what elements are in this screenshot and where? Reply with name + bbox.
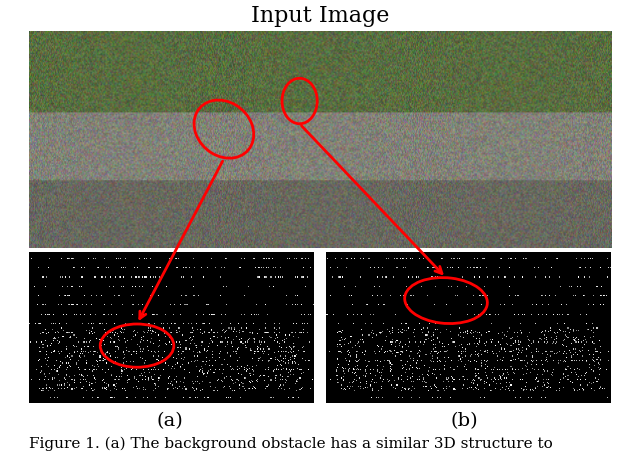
FancyArrowPatch shape: [140, 161, 223, 318]
FancyArrowPatch shape: [301, 126, 442, 273]
Text: (a): (a): [156, 412, 183, 430]
Text: Input Image: Input Image: [251, 5, 389, 27]
Text: Figure 1. (a) The background obstacle has a similar 3D structure to: Figure 1. (a) The background obstacle ha…: [29, 436, 552, 451]
Text: (b): (b): [450, 412, 478, 430]
